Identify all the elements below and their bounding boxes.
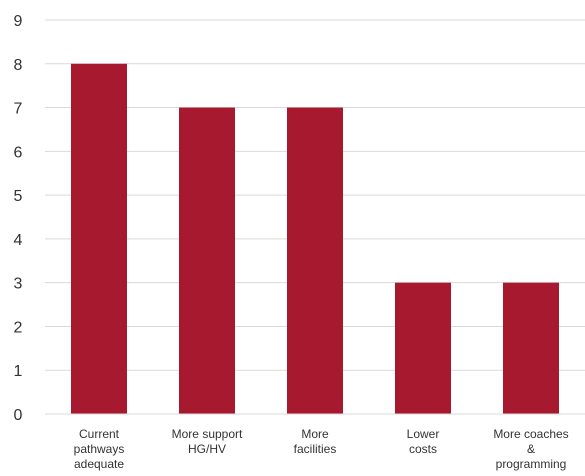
y-tick-label: 1 — [14, 363, 23, 380]
x-tick-label-line: & — [527, 442, 535, 456]
x-tick-label-line: HG/HV — [188, 442, 226, 456]
y-tick-label: 2 — [14, 319, 23, 336]
x-tick-label-line: adequate — [74, 457, 124, 471]
y-tick-label: 4 — [14, 232, 23, 249]
x-tick-label: More facilities — [294, 427, 337, 456]
x-tick-label: Lower costs — [407, 427, 440, 456]
x-tick-label-line: costs — [409, 442, 437, 456]
x-tick-label: More coaches & programming — [493, 427, 568, 471]
x-tick-label-line: Current — [79, 427, 120, 441]
y-tick-label: 9 — [14, 13, 23, 30]
y-tick-label: 6 — [14, 144, 23, 161]
bar — [503, 282, 559, 414]
bars — [71, 63, 559, 415]
x-tick-label-line: facilities — [294, 442, 337, 456]
bar — [287, 107, 343, 415]
y-tick-label: 5 — [14, 188, 23, 205]
bar — [179, 107, 235, 415]
x-axis-category-labels: Current pathways adequate More support HG/HV… — [74, 427, 569, 471]
y-axis-tick-labels: 0 1 2 3 4 5 6 7 8 9 — [14, 13, 23, 424]
x-tick-label-line: More coaches — [493, 427, 568, 441]
x-tick-label-line: More support — [172, 427, 243, 441]
x-tick-label: Current pathways adequate — [74, 427, 125, 471]
bar — [395, 282, 451, 414]
y-tick-label: 3 — [14, 276, 23, 293]
x-tick-label-line: Lower — [407, 427, 440, 441]
y-tick-label: 0 — [14, 407, 23, 424]
x-tick-label-line: pathways — [74, 442, 125, 456]
x-tick-label: More support HG/HV — [172, 427, 243, 456]
x-tick-label-line: programming — [496, 457, 567, 471]
bar — [71, 63, 127, 415]
x-tick-label-line: More — [301, 427, 329, 441]
y-tick-label: 7 — [14, 101, 23, 118]
y-tick-label: 8 — [14, 57, 23, 74]
